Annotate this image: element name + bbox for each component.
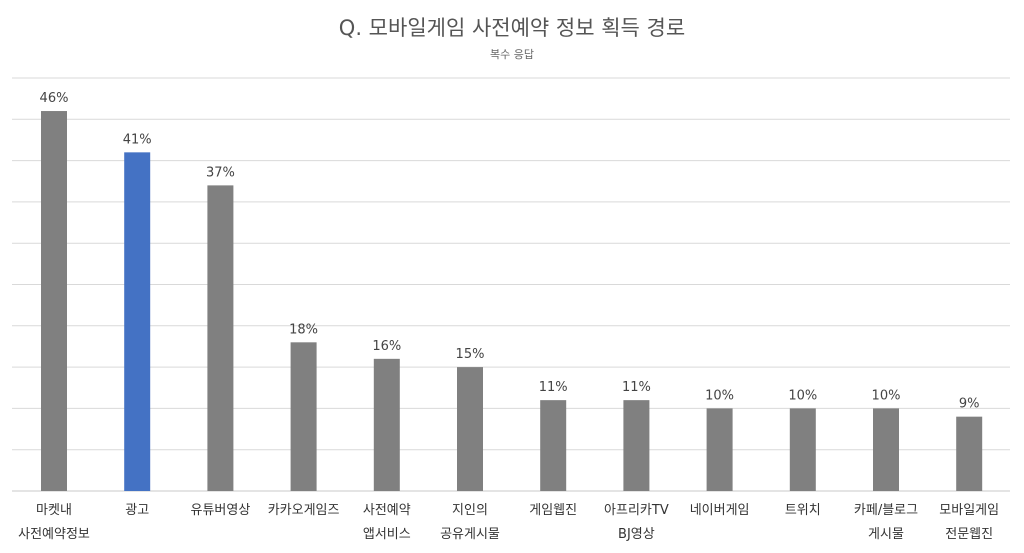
data-label: 10% — [788, 388, 817, 403]
data-label: 10% — [705, 388, 734, 403]
category-label: 게시물 — [868, 527, 904, 542]
bar — [540, 400, 567, 491]
bar — [290, 342, 317, 491]
bar — [207, 185, 234, 491]
data-label: 37% — [206, 165, 235, 180]
chart-title: Q. 모바일게임 사전예약 정보 획득 경로 — [338, 16, 686, 40]
data-label: 16% — [372, 339, 401, 354]
data-label: 11% — [622, 380, 651, 395]
category-label: 전문웹진 — [945, 527, 993, 542]
category-label: BJ영상 — [618, 527, 655, 542]
category-label: 트위치 — [785, 503, 821, 518]
data-label: 10% — [872, 388, 901, 403]
data-label: 46% — [40, 91, 69, 106]
data-label: 18% — [289, 322, 318, 337]
bar — [956, 416, 983, 491]
category-label: 모바일게임 — [939, 503, 999, 518]
bar — [457, 367, 483, 491]
category-label: 공유게시물 — [440, 527, 500, 542]
category-label: 아프리카TV — [604, 503, 669, 518]
category-label: 유튜버영상 — [190, 503, 250, 518]
category-label: 게임웹진 — [529, 503, 577, 518]
chart-subtitle: 복수 응답 — [490, 48, 534, 61]
category-label: 사전예약 — [363, 503, 411, 518]
bar — [124, 152, 151, 491]
bar — [789, 408, 816, 491]
data-label: 9% — [959, 397, 980, 412]
category-label: 지인의 — [452, 503, 488, 518]
category-label: 광고 — [125, 503, 149, 518]
bar — [373, 358, 400, 491]
category-label: 카페/블로그 — [854, 503, 918, 518]
category-label: 앱서비스 — [363, 527, 411, 542]
data-label: 15% — [456, 347, 485, 362]
category-label: 마켓내 — [36, 503, 72, 518]
data-label: 41% — [123, 132, 152, 147]
data-label: 11% — [539, 380, 568, 395]
category-label: 네이버게임 — [690, 503, 750, 518]
bar — [41, 111, 67, 491]
category-label: 카카오게임즈 — [268, 503, 340, 518]
bar — [873, 408, 899, 491]
bar — [706, 408, 733, 491]
bar — [623, 400, 650, 491]
category-label: 사전예약정보 — [18, 527, 90, 542]
